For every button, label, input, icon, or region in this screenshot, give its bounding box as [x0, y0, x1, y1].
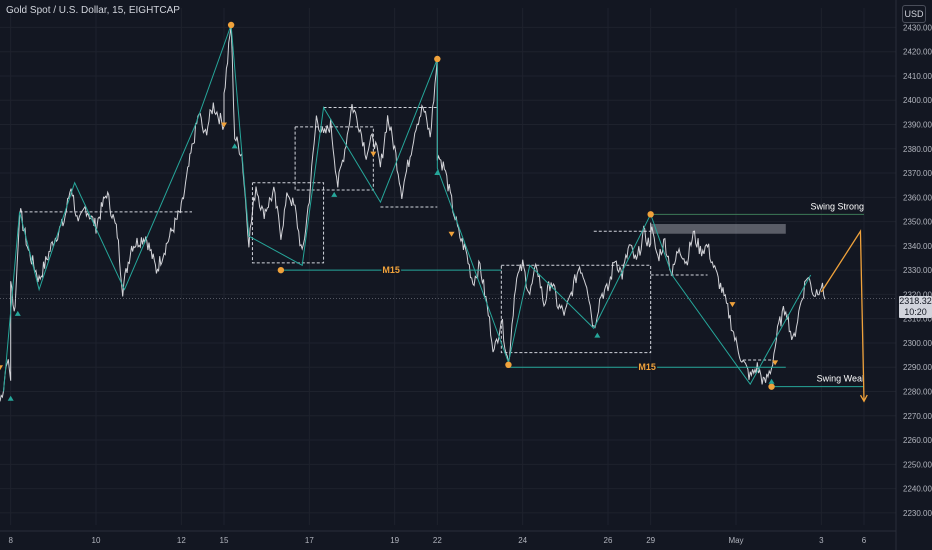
y-tick-label: 2280.00 [903, 388, 932, 397]
x-tick-label: 6 [862, 536, 867, 545]
m15-label: M15 [638, 362, 656, 372]
bar-countdown: 10:20 [904, 307, 927, 317]
y-tick-label: 2400.00 [903, 96, 932, 105]
up-marker [594, 332, 601, 338]
y-tick-label: 2330.00 [903, 266, 932, 275]
up-marker [231, 143, 238, 149]
x-tick-label: 3 [819, 536, 824, 545]
last-price-value: 2318.32 [899, 296, 932, 306]
x-tick-label: 8 [8, 536, 13, 545]
swing-strong-label: Swing Strong [810, 201, 864, 211]
y-tick-label: 2230.00 [903, 509, 932, 518]
x-tick-label: 24 [518, 536, 527, 545]
up-marker [7, 395, 14, 401]
y-tick-label: 2250.00 [903, 460, 932, 469]
down-marker [370, 151, 377, 157]
y-tick-label: 2430.00 [903, 23, 932, 32]
y-tick-label: 2260.00 [903, 436, 932, 445]
up-marker [331, 191, 338, 197]
zigzag-structure [3, 24, 812, 392]
y-tick-label: 2350.00 [903, 218, 932, 227]
y-tick-label: 2310.00 [903, 315, 932, 324]
y-tick-label: 2300.00 [903, 339, 932, 348]
x-tick-label: 19 [390, 536, 399, 545]
swing-point-marker [647, 211, 654, 218]
swing-weak-label: Swing Weal [817, 374, 864, 384]
up-marker [14, 310, 21, 316]
last-price-tag: 2318.32 10:20 [899, 296, 932, 318]
y-tick-label: 2390.00 [903, 121, 932, 130]
x-tick-label: 15 [220, 536, 229, 545]
projection-arrowhead [859, 394, 868, 403]
supply-zone [650, 224, 786, 234]
y-tick-label: 2360.00 [903, 193, 932, 202]
y-tick-label: 2270.00 [903, 412, 932, 421]
down-marker [772, 360, 779, 366]
swing-point-marker [768, 383, 775, 390]
down-marker [729, 302, 736, 308]
x-tick-label: 26 [604, 536, 613, 545]
y-tick-label: 2340.00 [903, 242, 932, 251]
up-marker [434, 170, 441, 176]
swing-point-marker [434, 55, 441, 63]
y-tick-label: 2240.00 [903, 485, 932, 494]
y-tick-label: 2320.00 [903, 290, 932, 299]
symbol-title: Gold Spot / U.S. Dollar, 15, EIGHTCAP [6, 5, 180, 16]
x-tick-label: 10 [92, 536, 101, 545]
up-marker [768, 378, 775, 384]
down-marker [0, 365, 3, 371]
x-tick-label: 17 [305, 536, 314, 545]
structure-box [500, 264, 652, 354]
swing-point-marker [505, 361, 512, 369]
swing-point-marker [277, 266, 285, 274]
y-tick-label: 2290.00 [903, 363, 932, 372]
structure-box [251, 182, 325, 264]
projection-path [820, 229, 865, 402]
currency-button[interactable]: USD [902, 5, 926, 23]
y-tick-label: 2380.00 [903, 145, 932, 154]
down-marker [448, 231, 455, 237]
x-tick-label: 22 [433, 536, 442, 545]
x-tick-label: May [728, 536, 743, 545]
x-tick-label: 29 [646, 536, 655, 545]
m15-label: M15 [382, 265, 400, 275]
y-tick-label: 2420.00 [903, 48, 932, 57]
price-series [0, 26, 826, 402]
x-tick-label: 12 [177, 536, 186, 545]
swing-point-marker [227, 21, 235, 29]
down-marker [221, 122, 227, 128]
y-tick-label: 2370.00 [903, 169, 932, 178]
y-tick-label: 2410.00 [903, 72, 932, 81]
